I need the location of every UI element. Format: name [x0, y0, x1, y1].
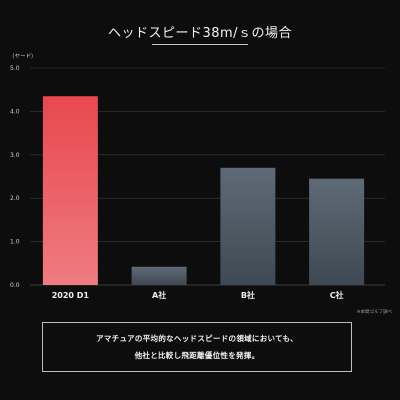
caption-line-1: アマチュアの平均的なヘッドスピードの領域においても、	[96, 334, 298, 343]
x-category-label: A社	[152, 290, 166, 300]
title-underline	[152, 44, 248, 45]
bar-competitor	[309, 178, 365, 285]
y-tick-label: 4.0	[10, 108, 20, 115]
source-note: ※本間ゴルフ調べ	[357, 308, 393, 315]
y-tick-label: 0.0	[10, 282, 20, 289]
x-category-label: C社	[330, 290, 344, 300]
chart-title: ヘッドスピード38m/ｓの場合	[107, 26, 293, 41]
bar-competitor	[131, 266, 187, 285]
caption-line-2: 他社と比較し飛距離優位性を発揮。	[134, 351, 260, 360]
x-axis-labels: 2020 D1 A社 B社 C社	[52, 290, 344, 300]
x-category-label: 2020 D1	[52, 291, 90, 300]
y-tick-label: 2.0	[10, 195, 20, 202]
y-axis-unit: （ヤード）	[9, 53, 37, 60]
y-tick-label: 1.0	[10, 239, 20, 246]
bar-highlight	[42, 96, 98, 286]
y-tick-label: 5.0	[10, 65, 20, 72]
bar-competitor	[220, 167, 276, 285]
y-tick-label: 3.0	[10, 152, 20, 159]
caption-box: アマチュアの平均的なヘッドスピードの領域においても、 他社と比較し飛距離優位性を…	[42, 322, 352, 372]
y-axis-ticks: 0.0 1.0 2.0 3.0 4.0 5.0	[10, 65, 20, 289]
bars	[42, 96, 365, 286]
x-category-label: B社	[241, 290, 255, 300]
